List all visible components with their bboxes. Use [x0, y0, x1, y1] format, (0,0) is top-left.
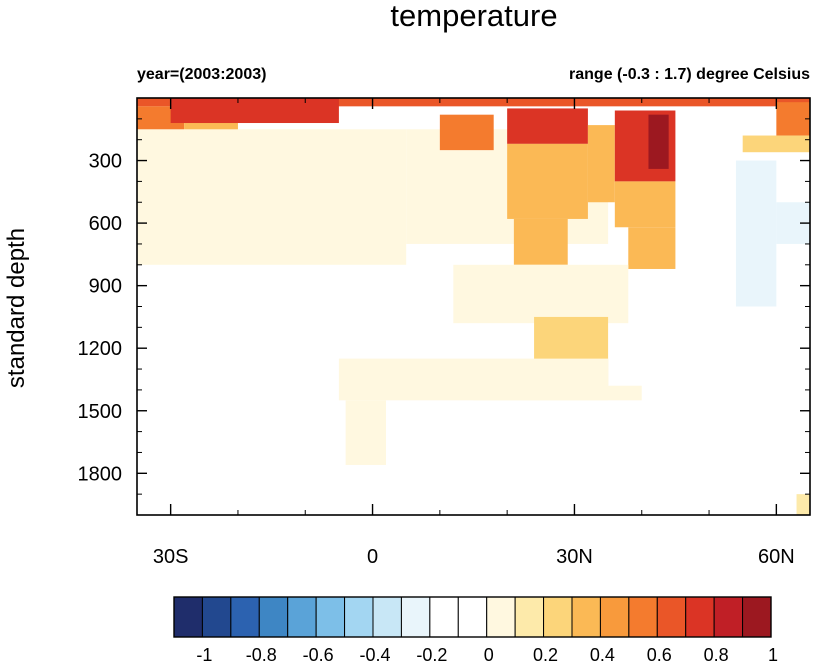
heatmap-cell-20 [776, 102, 810, 135]
heatmap-cell-14 [628, 227, 675, 269]
figure: temperature year=(2003:2003) range (-0.3… [0, 0, 827, 663]
heatmap-cell-13 [615, 181, 676, 227]
colorbar-box-15 [600, 597, 628, 637]
heatmap-cell-15 [453, 265, 628, 323]
colorbar-label-1: -0.8 [246, 645, 277, 663]
colorbar-label-7: 0.4 [590, 645, 615, 663]
colorbar-box-12 [515, 597, 543, 637]
colorbar-box-3 [259, 597, 287, 637]
colorbar-label-2: -0.6 [303, 645, 334, 663]
y-tick-label-4: 1500 [78, 401, 123, 423]
y-tick-label-0: 300 [89, 151, 122, 173]
colorbar-box-6 [345, 597, 373, 637]
plot-area [137, 98, 810, 515]
x-tick-label-0: 30S [153, 546, 189, 568]
colorbar-box-14 [572, 597, 600, 637]
colorbar-box-9 [430, 597, 458, 637]
colorbar-box-0 [174, 597, 202, 637]
heatmap-cell-3 [171, 98, 339, 123]
heatmap-cell-4 [137, 129, 406, 265]
colorbar-label-5: 0 [484, 645, 494, 663]
colorbar-box-7 [373, 597, 401, 637]
heatmap-cell-7 [507, 108, 588, 143]
heatmap-cell-9 [514, 219, 568, 265]
colorbar-box-4 [288, 597, 316, 637]
x-tick-labels: 30S 0 30N 60N [153, 546, 795, 568]
x-tick-label-1: 0 [367, 546, 378, 568]
y-tick-label-2: 900 [89, 276, 122, 298]
heatmap-cell-8 [507, 144, 588, 219]
heatmap-cell-24 [709, 307, 810, 516]
colorbar-box-5 [316, 597, 344, 637]
colorbar-label-9: 0.8 [704, 645, 729, 663]
heatmap-cell-21 [743, 136, 810, 153]
heatmap-cell-25 [797, 494, 810, 515]
chart-title: temperature [390, 0, 557, 33]
colorbar-box-10 [458, 597, 486, 637]
colorbar-box-13 [544, 597, 572, 637]
heatmap-cell-19 [474, 386, 642, 401]
y-tick-label-1: 600 [89, 213, 122, 235]
colorbar-box-16 [629, 597, 657, 637]
heatmap-cell-10 [588, 125, 615, 202]
colorbar-box-20 [743, 597, 771, 637]
colorbar-label-6: 0.2 [533, 645, 558, 663]
colorbar-box-11 [487, 597, 515, 637]
colorbar-box-1 [202, 597, 230, 637]
chart-subtitle-right: range (-0.3 : 1.7) degree Celsius [569, 66, 810, 83]
heatmap-cell-18 [346, 400, 386, 465]
colorbar-label-4: -0.2 [416, 645, 447, 663]
colorbar-label-8: 0.6 [647, 645, 672, 663]
y-tick-labels: 300 600 900 1200 1500 1800 [78, 151, 123, 486]
colorbar-label-0: -1 [196, 645, 212, 663]
colorbar-box-8 [401, 597, 429, 637]
heatmap-cell-22 [736, 161, 776, 307]
chart-subtitle-left: year=(2003:2003) [137, 66, 266, 83]
colorbar-label-3: -0.4 [359, 645, 390, 663]
x-tick-label-2: 30N [556, 546, 593, 568]
heatmap-cell-12 [648, 115, 668, 169]
colorbar-box-2 [231, 597, 259, 637]
y-axis-label: standard depth [3, 228, 30, 388]
colorbar: -1 -0.8 -0.6 -0.4 -0.2 0 0.2 0.4 0.6 0.8 1 [174, 597, 778, 663]
colorbar-box-18 [686, 597, 714, 637]
y-tick-label-3: 1200 [78, 338, 123, 360]
x-tick-label-3: 60N [758, 546, 795, 568]
heatmap-cell-6 [440, 115, 494, 150]
colorbar-box-17 [657, 597, 685, 637]
colorbar-label-10: 1 [768, 645, 778, 663]
colorbar-box-19 [714, 597, 742, 637]
y-tick-label-5: 1800 [78, 463, 123, 485]
